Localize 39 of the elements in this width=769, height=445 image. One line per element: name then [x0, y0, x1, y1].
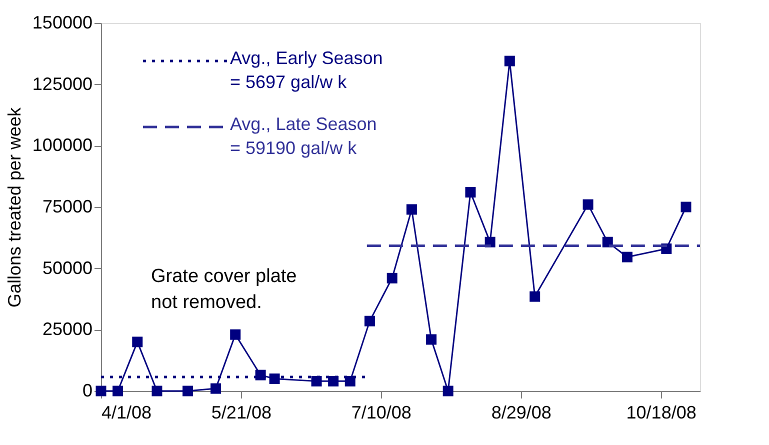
point — [582, 199, 594, 210]
y-tick-label: 25000 — [42, 319, 92, 340]
point — [269, 373, 280, 384]
point — [112, 386, 124, 396]
point — [465, 187, 476, 198]
y-tick-label: 75000 — [42, 196, 92, 216]
y-tick-label: 100000 — [32, 135, 92, 156]
point — [602, 236, 613, 248]
point — [386, 272, 398, 284]
point — [344, 376, 356, 386]
x-tick-label: 7/10/08 — [351, 402, 412, 422]
point — [442, 386, 454, 396]
point — [622, 252, 632, 262]
point — [406, 204, 417, 215]
point — [680, 202, 692, 212]
point — [152, 386, 162, 396]
point — [182, 386, 194, 396]
y-tick-label: 150000 — [32, 12, 92, 32]
point — [210, 383, 222, 394]
point — [530, 291, 540, 302]
point — [311, 376, 322, 386]
point — [504, 56, 515, 66]
legend-label: Avg., Late Season = 59190 gal/w k — [230, 114, 377, 158]
point — [255, 370, 266, 380]
x-tick-label: 10/18/08 — [626, 402, 696, 422]
point — [132, 336, 143, 348]
y-tick-label: 0 — [82, 380, 92, 400]
y-axis-title: Gallons treated per week — [4, 106, 24, 308]
y-tick-label: 125000 — [32, 74, 92, 94]
point — [230, 329, 241, 340]
point — [426, 334, 437, 345]
point — [328, 376, 339, 386]
y-tick-label: 50000 — [42, 258, 92, 278]
point — [364, 316, 375, 326]
x-tick-label: 8/29/08 — [491, 402, 552, 422]
annotation: Grate cover plate not removed. — [151, 266, 297, 313]
x-tick-label: 4/1/08 — [102, 402, 152, 422]
legend-label: Avg., Early Season = 5697 gal/w k — [230, 48, 383, 92]
x-tick-label: 5/21/08 — [211, 402, 272, 422]
